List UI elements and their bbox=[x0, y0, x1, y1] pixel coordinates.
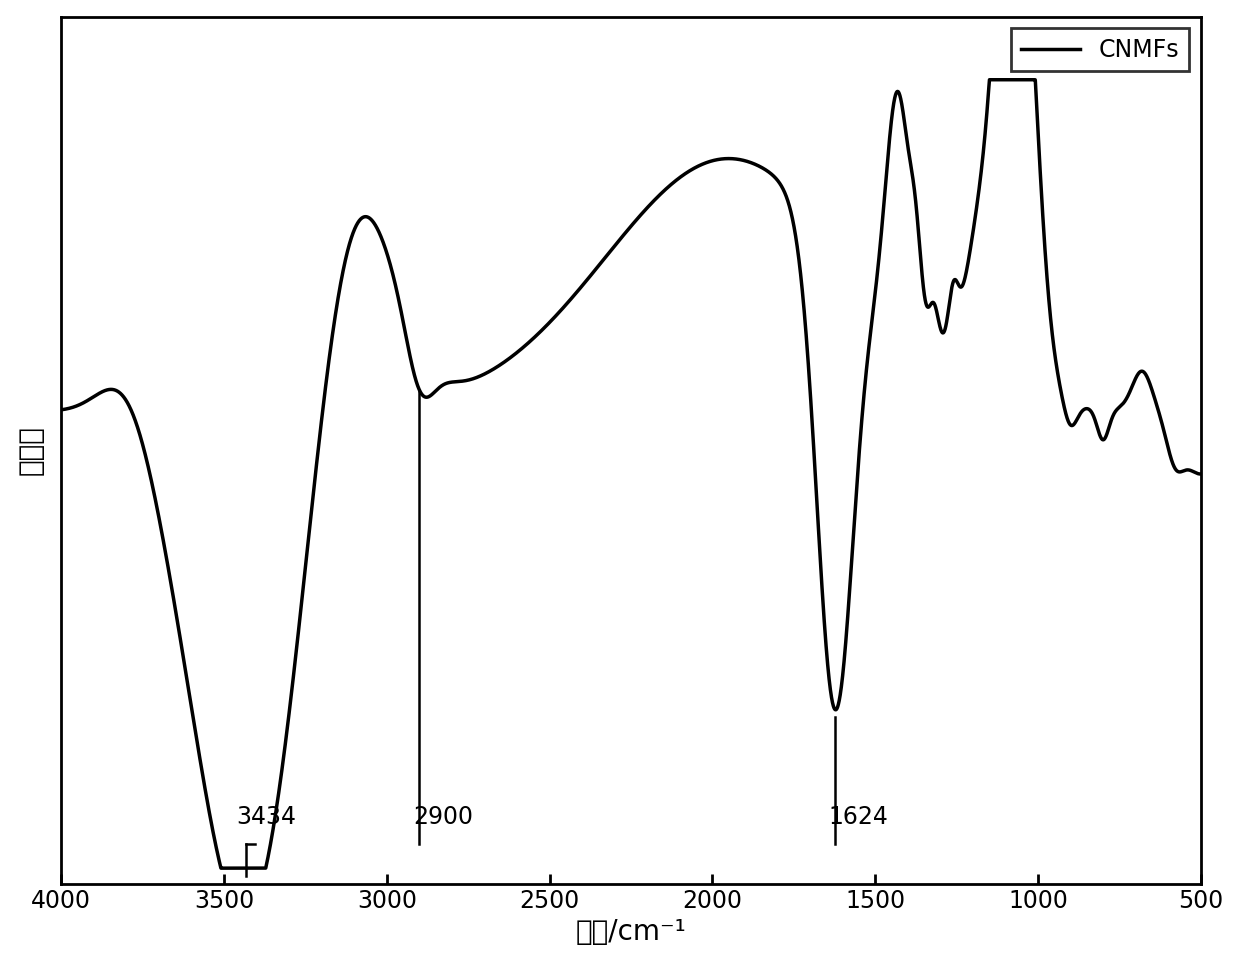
CNMFs bbox=[899, 129, 914, 141]
X-axis label: 波数/cm⁻¹: 波数/cm⁻¹ bbox=[575, 919, 687, 947]
CNMFs bbox=[982, 74, 997, 86]
CNMFs bbox=[213, 863, 228, 874]
Text: 3434: 3434 bbox=[236, 805, 296, 829]
Y-axis label: 吸光度: 吸光度 bbox=[16, 426, 45, 475]
Text: 1624: 1624 bbox=[828, 805, 888, 829]
CNMFs bbox=[777, 189, 792, 200]
Text: 2900: 2900 bbox=[413, 805, 472, 829]
Line: CNMFs: CNMFs bbox=[61, 80, 1200, 869]
CNMFs bbox=[1193, 468, 1208, 480]
CNMFs bbox=[960, 263, 975, 274]
CNMFs bbox=[53, 404, 68, 416]
CNMFs bbox=[728, 153, 743, 165]
CNMFs bbox=[112, 386, 126, 398]
CNMFs bbox=[466, 373, 481, 384]
Legend: CNMFs: CNMFs bbox=[1012, 29, 1189, 71]
